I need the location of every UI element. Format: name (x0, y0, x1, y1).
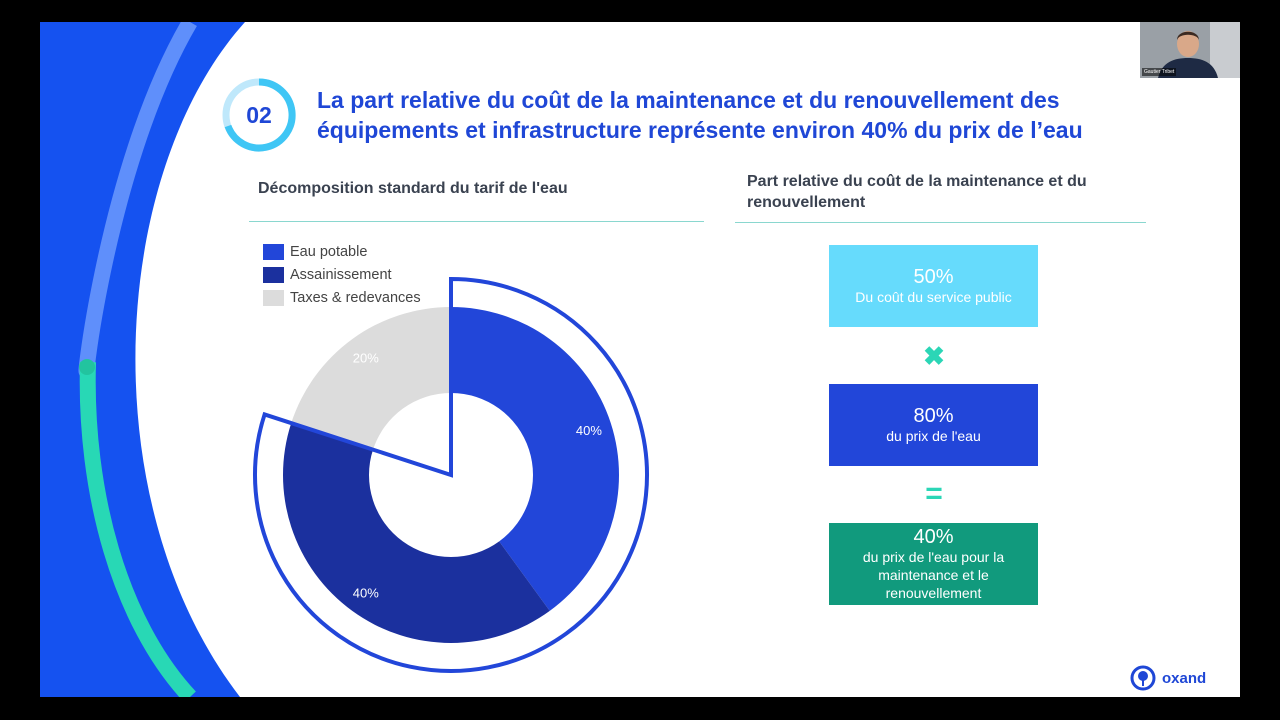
donut-label-eau-potable: 40% (576, 423, 602, 438)
equals-icon: = (925, 477, 943, 510)
oxand-logo-icon (1130, 665, 1156, 691)
box-caption: du prix de l'eau pour la maintenance et … (862, 549, 1005, 601)
donut-highlight-outline (253, 276, 649, 673)
left-section-divider (249, 221, 704, 222)
participant-avatar (1140, 22, 1240, 78)
box-value: 40% (913, 526, 954, 548)
donut-chart: 40% 40% 20% (253, 276, 649, 673)
step-badge-ring (222, 78, 296, 152)
box-caption: du prix de l'eau (886, 428, 981, 444)
brand-logo: oxand (1130, 663, 1206, 693)
legend-swatch (263, 244, 284, 260)
donut-slice-taxes (291, 307, 451, 450)
step-number: 02 (246, 102, 272, 128)
donut-label-taxes: 20% (353, 351, 379, 366)
legend-label: Eau potable (290, 244, 368, 260)
legend-label: Taxes & redevances (290, 290, 421, 306)
left-section-heading: Décomposition standard du tarif de l'eau (258, 180, 568, 197)
legend-swatch (263, 267, 284, 283)
brand-name: oxand (1162, 669, 1207, 687)
box-service-public: 50% Du coût du service public (829, 245, 1038, 327)
box-value: 80% (913, 405, 954, 427)
legend-label: Assainissement (290, 267, 392, 283)
multiply-icon: ✖ (923, 341, 945, 371)
slide-title: La part relative du coût de la maintenan… (317, 87, 1083, 143)
donut-slice-eau-potable (451, 307, 619, 611)
legend-item-assainissement: Assainissement (263, 266, 392, 284)
webcam-thumbnail[interactable]: Gautier Tribet (1140, 22, 1240, 78)
box-caption: Du coût du service public (855, 289, 1012, 305)
right-section-heading: Part relative du coût de la maintenance … (747, 173, 1087, 211)
right-section-divider (735, 222, 1146, 223)
left-arc-decoration (40, 22, 245, 697)
legend-item-eau-potable: Eau potable (263, 243, 367, 261)
box-prix-eau: 80% du prix de l'eau (829, 384, 1038, 466)
donut-label-assainissement: 40% (353, 585, 379, 600)
participant-name: Gautier Tribet (1142, 68, 1177, 76)
legend-item-taxes: Taxes & redevances (263, 289, 421, 307)
slide: 02 La part relative du coût de la mainte… (40, 22, 1240, 697)
legend-swatch (263, 290, 284, 306)
box-result: 40% du prix de l'eau pour la maintenance… (829, 523, 1038, 605)
box-value: 50% (913, 266, 954, 288)
donut-slice-assainissement (283, 423, 550, 644)
